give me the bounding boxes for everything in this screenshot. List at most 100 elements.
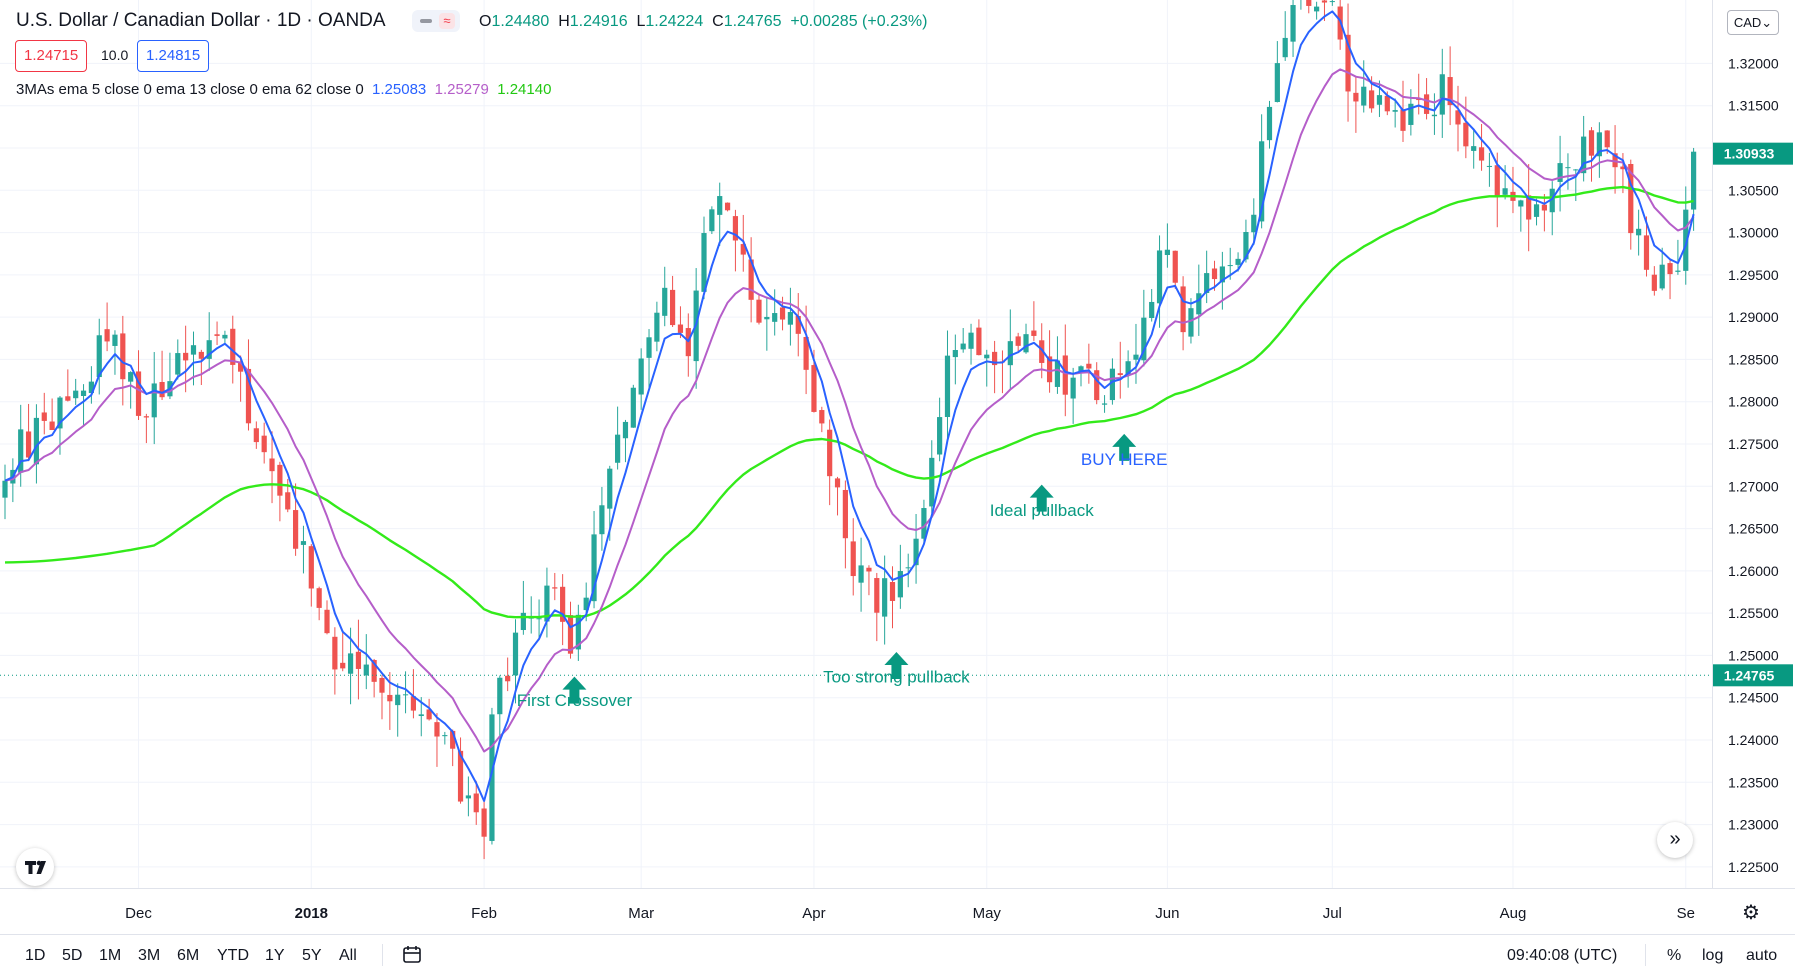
- range-6m-button[interactable]: 6M: [177, 947, 199, 965]
- price-axis: 1.320001.315001.310001.305001.300001.295…: [1713, 0, 1795, 888]
- candle-body: [1071, 378, 1076, 399]
- candle-body: [1306, 0, 1311, 6]
- range-all-button[interactable]: All: [339, 947, 357, 965]
- candle-body: [105, 329, 110, 341]
- candle-body: [756, 300, 761, 323]
- candle-body: [387, 695, 392, 701]
- candle-body: [552, 587, 557, 588]
- candle-body: [348, 653, 353, 673]
- tradingview-logo[interactable]: [16, 848, 54, 886]
- candle-body: [599, 505, 604, 534]
- last-price-tag: 1.30933: [1724, 146, 1775, 162]
- candle-body: [851, 541, 856, 576]
- candle-body: [725, 203, 730, 211]
- price-tick-label: 1.27500: [1728, 436, 1779, 452]
- candle-body: [1479, 147, 1484, 160]
- range-1y-button[interactable]: 1Y: [265, 947, 285, 965]
- candle-body: [953, 350, 958, 357]
- candle-body: [293, 510, 298, 549]
- bottom-toolbar: 1D 5D 1M 3M 6M YTD 1Y 5Y All 09:40:08 (U…: [0, 934, 1795, 975]
- candle-body: [615, 435, 620, 463]
- current-price-tag: 1.24765: [1724, 667, 1775, 683]
- candle-body: [199, 352, 204, 359]
- range-1m-button[interactable]: 1M: [99, 947, 121, 965]
- range-3m-button[interactable]: 3M: [138, 947, 160, 965]
- price-tick-label: 1.26000: [1728, 563, 1779, 579]
- candle-body: [1031, 331, 1036, 336]
- indicator-label: 3MAs ema 5 close 0 ema 13 close 0 ema 62…: [16, 81, 364, 98]
- price-tick-label: 1.24500: [1728, 690, 1779, 706]
- scroll-to-realtime-button[interactable]: »: [1657, 822, 1693, 858]
- candle-body: [536, 618, 541, 619]
- ohlc-readout: O1.24480 H1.24916 L1.24224 C1.24765 +0.0…: [479, 13, 927, 31]
- candle-body: [1314, 7, 1319, 12]
- currency-dropdown[interactable]: CAD⌄: [1727, 10, 1779, 35]
- candle-body: [324, 610, 329, 633]
- candle-body: [34, 418, 39, 464]
- candle-body: [1353, 93, 1358, 102]
- date-range-icon[interactable]: [402, 945, 424, 965]
- candle-body: [262, 436, 267, 452]
- range-5d-button[interactable]: 5D: [62, 947, 82, 965]
- candle-body: [1424, 94, 1429, 114]
- candle-body: [1188, 308, 1193, 336]
- sell-price-button[interactable]: 1.24715: [15, 40, 87, 72]
- candle-body: [678, 325, 683, 333]
- candle-body: [50, 422, 55, 430]
- candle-body: [1369, 90, 1374, 108]
- range-1d-button[interactable]: 1D: [25, 947, 45, 965]
- buy-price-button[interactable]: 1.24815: [137, 40, 209, 72]
- candle-body: [811, 365, 816, 412]
- candle-body: [639, 358, 644, 394]
- ema-slow-value: 1.24140: [497, 81, 551, 98]
- annotation: Too strong pullback: [823, 652, 970, 686]
- range-ytd-button[interactable]: YTD: [217, 947, 249, 965]
- ema-mid-value: 1.25279: [435, 81, 489, 98]
- candle-body: [301, 541, 306, 545]
- annotation: Ideal pullback: [990, 485, 1094, 520]
- candle-body: [521, 613, 526, 630]
- candle-body: [183, 353, 188, 361]
- tradingview-logo-icon: [16, 848, 54, 886]
- candle-body: [1432, 115, 1437, 116]
- percent-scale-button[interactable]: %: [1667, 947, 1681, 965]
- annotation-label: First Crossover: [517, 691, 633, 710]
- candle-body: [623, 422, 628, 438]
- visibility-toggle[interactable]: ≈: [412, 10, 460, 32]
- gear-icon[interactable]: ⚙: [1740, 902, 1762, 924]
- candle-body: [662, 288, 667, 316]
- candle-body: [1589, 130, 1594, 155]
- candle-body: [1212, 268, 1217, 279]
- price-tick-label: 1.25500: [1728, 605, 1779, 621]
- price-chart[interactable]: First Crossover Too strong pullback Ideal …: [0, 0, 1795, 934]
- candle-body: [152, 383, 157, 417]
- candle-body: [1487, 166, 1492, 167]
- auto-scale-button[interactable]: auto: [1746, 947, 1777, 965]
- price-tick-label: 1.30000: [1728, 225, 1779, 241]
- candle-body: [65, 396, 70, 400]
- candle-body: [1008, 341, 1013, 365]
- price-tick-label: 1.28000: [1728, 394, 1779, 410]
- time-tick-label: Aug: [1500, 905, 1527, 922]
- candle-body: [481, 808, 486, 836]
- indicator-legend[interactable]: 3MAs ema 5 close 0 ema 13 close 0 ema 62…: [16, 81, 551, 98]
- candle-body: [1023, 334, 1028, 352]
- candle-body: [976, 328, 981, 355]
- candle-body: [1652, 275, 1657, 291]
- candle-body: [42, 412, 47, 420]
- symbol-title[interactable]: U.S. Dollar / Canadian Dollar · 1D · OAN…: [16, 10, 386, 32]
- time-tick-label: Apr: [802, 905, 825, 922]
- log-scale-button[interactable]: log: [1702, 947, 1723, 965]
- candle-body: [945, 356, 950, 417]
- candle-body: [1463, 123, 1468, 147]
- candle-body: [269, 459, 274, 472]
- candle-body: [175, 353, 180, 375]
- candle-body: [1542, 205, 1547, 211]
- utc-clock[interactable]: 09:40:08 (UTC): [1507, 947, 1617, 965]
- candle-body: [780, 307, 785, 319]
- candle-body: [277, 465, 282, 496]
- time-tick-label: May: [973, 905, 1002, 922]
- price-tick-label: 1.24000: [1728, 732, 1779, 748]
- range-5y-button[interactable]: 5Y: [302, 947, 322, 965]
- candle-body: [1290, 5, 1295, 42]
